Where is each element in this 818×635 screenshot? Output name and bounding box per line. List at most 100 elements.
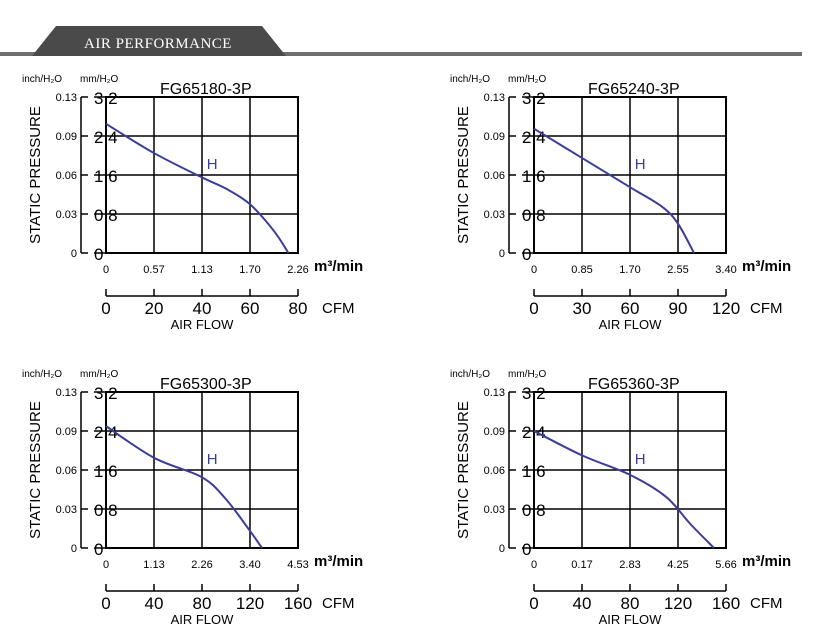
x-tick-label-m3: 1.70 [239,264,260,276]
y-tick-label-mm: 2.4 [94,128,118,147]
chart-title: FG65180-3P [160,81,252,98]
x-tick-label-m3: 0 [103,559,109,571]
left-unit-label: inch/H₂O [450,369,490,380]
chart-title: FG65360-3P [588,376,680,393]
x-tick-label-m3: 2.83 [619,559,640,571]
y-tick-label-inch: 0.09 [484,131,505,143]
y-axis-label: STATIC PRESSURE [27,401,44,539]
x-tick-label-m3: 1.13 [191,264,212,276]
y-tick-label-inch: 0.13 [484,92,505,104]
x-tick-label-cfm: 40 [573,594,592,613]
performance-curve [105,122,290,254]
curve-label-h: H [207,156,218,173]
curve-label-h: H [635,156,646,173]
y-tick-label-mm: 1.6 [94,167,118,186]
y-tick-label-mm: 1.6 [522,167,546,186]
x-tick-label-m3: 2.26 [287,264,308,276]
y-tick-label-inch: 0.13 [56,92,77,104]
y-tick-label-inch: 0 [499,543,505,555]
x-unit-bottom: CFM [322,595,355,612]
y-tick-label-inch: 0.06 [484,465,505,477]
y-tick-label-inch: 0 [71,543,77,555]
x-tick-label-cfm: 40 [145,594,164,613]
x-axis-label: AIR FLOW [171,612,235,627]
x-tick-label-m3: 0.85 [571,264,592,276]
y-tick-label-inch: 0.06 [56,170,77,182]
x-axis-label: AIR FLOW [599,612,663,627]
y-tick-label-inch: 0.13 [56,387,77,399]
chart-4: inch/H₂O mm/H₂O FG65360-3P 3.2 0.13 2.4 0.09 1.… [450,369,791,627]
x-unit-bottom: CFM [322,300,355,317]
x-tick-label-m3: 4.25 [667,559,688,571]
mid-unit-label: mm/H₂O [508,74,547,85]
curve-label-h: H [207,451,218,468]
x-tick-label-cfm: 60 [621,299,640,318]
chart-2: inch/H₂O mm/H₂O FG65240-3P 3.2 0.13 2.4 0.09 1.… [450,74,791,332]
curve-label-h: H [635,451,646,468]
y-tick-label-mm: 1.6 [522,462,546,481]
performance-curve [105,425,263,549]
x-tick-label-cfm: 30 [573,299,592,318]
y-tick-label-inch: 0 [499,248,505,260]
y-tick-label-mm: 0.8 [522,501,546,520]
x-tick-label-m3: 0 [531,559,537,571]
y-tick-label-inch: 0.03 [56,209,77,221]
section-title: AIR PERFORMANCE [84,36,232,52]
mid-unit-label: mm/H₂O [508,369,547,380]
y-tick-label-mm: 3.2 [522,384,546,403]
y-tick-label-inch: 0.06 [56,465,77,477]
x-tick-label-m3: 1.70 [619,264,640,276]
x-unit-bottom: CFM [750,595,783,612]
x-tick-label-cfm: 60 [241,299,260,318]
x-tick-label-m3: 1.13 [143,559,164,571]
y-tick-label-mm: 2.4 [522,128,546,147]
chart-1: inch/H₂O mm/H₂O FG65180-3P 3.2 0.13 2.4 0.09 1.… [22,74,363,332]
y-tick-label-mm: 2.4 [94,423,118,442]
x-tick-label-m3: 3.40 [715,264,736,276]
x-tick-label-cfm: 80 [621,594,640,613]
x-tick-label-cfm: 40 [193,299,212,318]
x-axis-label: AIR FLOW [599,317,663,332]
x-tick-label-cfm: 0 [101,594,110,613]
x-unit-top: m³/min [314,553,363,570]
section-header: AIR PERFORMANCE [0,26,802,56]
x-tick-label-cfm: 0 [101,299,110,318]
x-tick-label-m3: 4.53 [287,559,308,571]
chart-title: FG65240-3P [588,81,680,98]
x-tick-label-cfm: 80 [193,594,212,613]
left-unit-label: inch/H₂O [22,74,62,85]
y-tick-label-mm: 2.4 [522,423,546,442]
y-axis-label: STATIC PRESSURE [455,106,472,244]
y-tick-label-mm: 0 [522,245,531,264]
x-tick-label-cfm: 160 [712,594,740,613]
x-tick-label-cfm: 90 [669,299,688,318]
y-tick-label-mm: 0 [94,540,103,559]
y-tick-label-mm: 0.8 [522,206,546,225]
x-tick-label-m3: 0 [103,264,109,276]
x-tick-label-cfm: 120 [236,594,264,613]
x-tick-label-cfm: 0 [529,299,538,318]
x-tick-label-cfm: 120 [664,594,692,613]
x-tick-label-cfm: 80 [289,299,308,318]
y-tick-label-inch: 0.09 [56,131,77,143]
x-tick-label-m3: 5.66 [715,559,736,571]
header-tab [32,26,286,56]
x-tick-label-m3: 2.55 [667,264,688,276]
y-tick-label-inch: 0.03 [484,209,505,221]
x-axis-label: AIR FLOW [171,317,235,332]
y-tick-label-inch: 0.13 [484,387,505,399]
x-tick-label-cfm: 120 [712,299,740,318]
mid-unit-label: mm/H₂O [80,74,119,85]
y-tick-label-inch: 0.09 [56,426,77,438]
x-unit-top: m³/min [742,553,791,570]
x-tick-label-cfm: 20 [145,299,164,318]
x-unit-bottom: CFM [750,300,783,317]
x-tick-label-m3: 3.40 [239,559,260,571]
y-tick-label-mm: 3.2 [94,89,118,108]
y-tick-label-mm: 0 [94,245,103,264]
y-axis-label: STATIC PRESSURE [455,401,472,539]
y-tick-label-inch: 0.03 [56,504,77,516]
x-unit-top: m³/min [314,258,363,275]
x-unit-top: m³/min [742,258,791,275]
x-tick-label-cfm: 0 [529,594,538,613]
